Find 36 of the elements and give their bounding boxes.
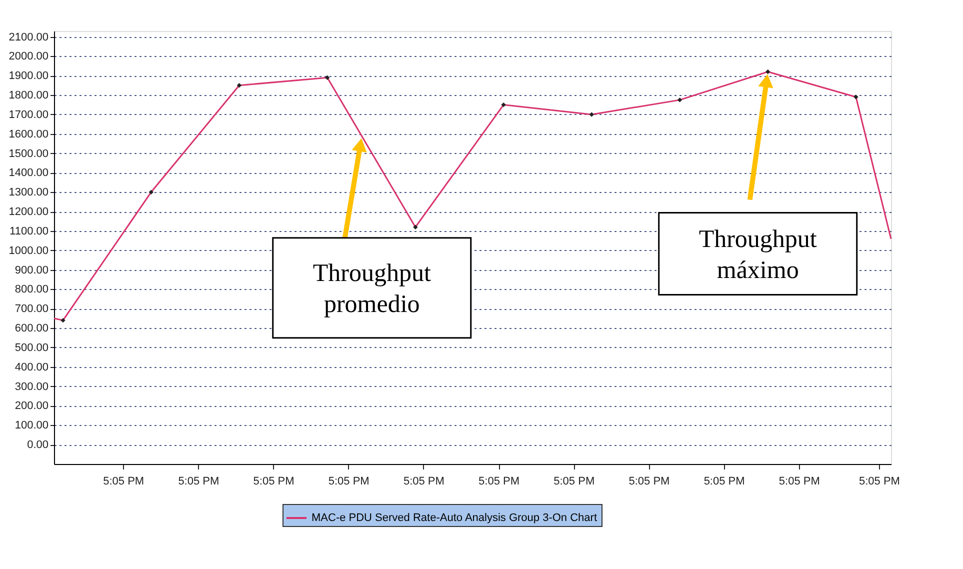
annotation: Throughput promedio xyxy=(312,260,431,318)
y-tick-label: 1100.00 xyxy=(10,225,48,238)
x-tick-label: 5:05 PM xyxy=(859,476,900,488)
y-tick-label: 1800.00 xyxy=(8,90,48,102)
x-tick-label: 5:05 PM xyxy=(253,476,294,488)
y-tick-label: 700.00 xyxy=(14,303,48,316)
y-tick-label: 1400.00 xyxy=(8,167,48,180)
y-tick-label: 1600.00 xyxy=(8,128,48,140)
x-tick-label: 5:05 PM xyxy=(554,476,595,488)
x-tick-label: 5:05 PM xyxy=(704,476,745,488)
y-tick-label: 1000.00 xyxy=(8,244,48,257)
y-tick-label: 1500.00 xyxy=(8,148,48,160)
x-tick-label: 5:05 PM xyxy=(103,476,144,488)
x-tick-label: 5:05 PM xyxy=(178,476,220,488)
x-tick-label: 5:05 PM xyxy=(328,476,370,488)
x-tick-label: 5:05 PM xyxy=(403,476,444,488)
y-tick-label: 800.00 xyxy=(14,284,48,296)
y-tick-label: 600.00 xyxy=(14,322,48,335)
y-tick-label: 1900.00 xyxy=(8,70,48,82)
y-tick-label: 1200.00 xyxy=(8,206,48,218)
y-tick-label: 200.00 xyxy=(14,400,48,412)
y-tick-label: 500.00 xyxy=(14,342,48,354)
x-tick-label: 5:05 PM xyxy=(628,476,670,488)
x-tick-label: 5:05 PM xyxy=(478,476,520,488)
y-tick-label: 2000.00 xyxy=(8,50,48,63)
annotation: Throughput máximo xyxy=(698,226,817,284)
y-tick-label: 300.00 xyxy=(14,380,48,393)
y-tick-label: 900.00 xyxy=(14,264,48,276)
legend-label: MAC-e PDU Served Rate-Auto Analysis Group 3-On Chart xyxy=(312,512,598,524)
y-tick-label: 400.00 xyxy=(14,361,48,374)
y-tick-label: 1300.00 xyxy=(8,186,48,199)
y-tick-label: 0.00 xyxy=(27,439,48,452)
y-tick-label: 1700.00 xyxy=(8,108,48,121)
x-tick-label: 5:05 PM xyxy=(778,476,820,488)
y-tick-label: 2100.00 xyxy=(8,31,48,44)
y-tick-label: 100.00 xyxy=(14,420,48,432)
